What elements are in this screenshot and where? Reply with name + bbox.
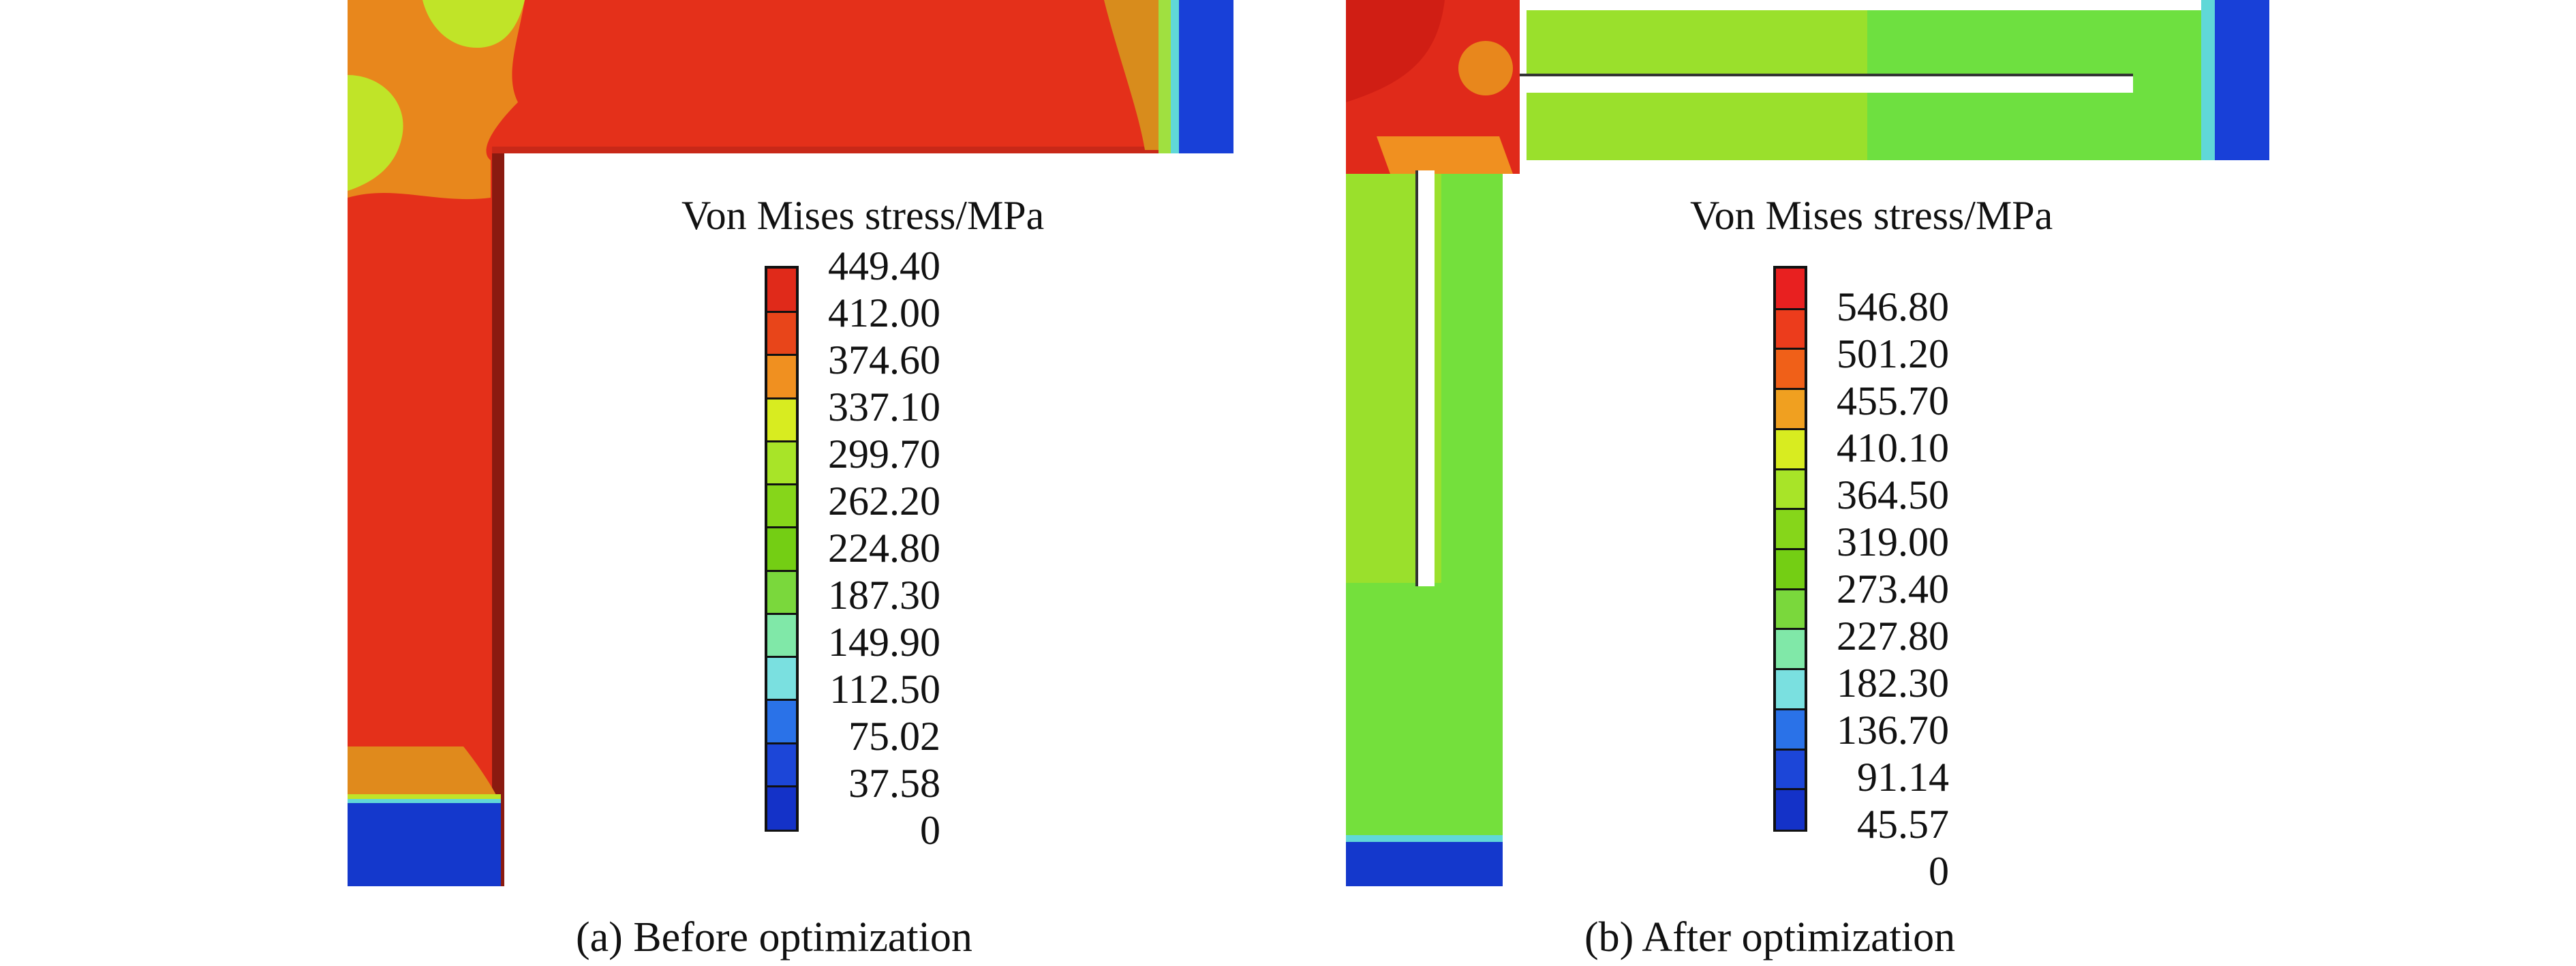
colorbar-tick [1776, 307, 1805, 310]
colorbar-segment [1776, 588, 1805, 630]
colorbar-tick [1776, 468, 1805, 470]
colorbar [1773, 266, 1807, 832]
colorbar-label: 501.20 [1837, 331, 1949, 376]
colorbar-label: 0 [1929, 849, 1949, 894]
colorbar-label: 337.10 [828, 384, 940, 429]
colorbar-label: 299.70 [828, 432, 940, 477]
colorbar-segment [1776, 308, 1805, 350]
colorbar-segment [767, 656, 796, 701]
colorbar-tick [1776, 508, 1805, 511]
colorbar-segment [767, 354, 796, 399]
colorbar-tick [767, 742, 796, 744]
colorbar-tick [767, 440, 796, 442]
colorbar-segment [767, 269, 796, 313]
colorbar-label: 273.40 [1837, 567, 1949, 612]
colorbar-tick [767, 526, 796, 529]
colorbar-segment [767, 699, 796, 744]
colorbar-segment [767, 742, 796, 787]
colorbar-tick [767, 569, 796, 572]
colorbar-segment [1776, 269, 1805, 310]
colorbar [765, 266, 799, 832]
colorbar-tick [1776, 427, 1805, 430]
colorbar-tick [1776, 388, 1805, 391]
colorbar-segment [1776, 509, 1805, 549]
colorbar-label: 149.90 [828, 620, 940, 665]
colorbar-label: 449.40 [828, 243, 940, 288]
stress-contour-after [1346, 0, 2269, 886]
colorbar-label: 455.70 [1837, 378, 1949, 423]
colorbar-tick [1776, 548, 1805, 550]
colorbar-label: 410.10 [1837, 425, 1949, 470]
colorbar-segment [1776, 389, 1805, 429]
colorbar-label: 75.02 [848, 714, 940, 759]
colorbar-tick [1776, 708, 1805, 710]
colorbar-segment [1776, 549, 1805, 590]
colorbar-segment [767, 527, 796, 571]
colorbar-segment [1776, 669, 1805, 710]
colorbar-label: 227.80 [1837, 614, 1949, 659]
colorbar-label: 412.00 [828, 290, 940, 335]
colorbar-label: 224.80 [828, 526, 940, 571]
colorbar-segment [1776, 629, 1805, 670]
colorbar-segment [1776, 749, 1805, 790]
colorbar-segment [1776, 348, 1805, 390]
legend-title: Von Mises stress/MPa [1690, 193, 2053, 238]
colorbar-label: 262.20 [828, 479, 940, 524]
colorbar-tick [1776, 628, 1805, 631]
colorbar-segment [767, 397, 796, 442]
colorbar-label: 187.30 [828, 573, 940, 618]
colorbar-segment [767, 785, 796, 830]
colorbar-tick [767, 656, 796, 659]
colorbar-tick [1776, 748, 1805, 751]
colorbar-tick [767, 354, 796, 357]
colorbar-segment [1776, 468, 1805, 510]
colorbar-label: 546.80 [1837, 284, 1949, 329]
colorbar-tick [1776, 588, 1805, 590]
colorbar-label: 182.30 [1837, 661, 1949, 706]
colorbar-segment [767, 312, 796, 356]
colorbar-segment [1776, 428, 1805, 470]
caption: (a) Before optimization [576, 914, 972, 961]
colorbar-tick [1776, 788, 1805, 791]
colorbar-segment [767, 440, 796, 485]
colorbar-label: 319.00 [1837, 519, 1949, 564]
colorbar-tick [767, 785, 796, 787]
colorbar-label: 374.60 [828, 337, 940, 382]
colorbar-label: 364.50 [1837, 472, 1949, 517]
caption: (b) After optimization [1584, 914, 1956, 961]
colorbar-tick [1776, 668, 1805, 671]
colorbar-label: 91.14 [1857, 755, 1949, 800]
colorbar-segment [1776, 708, 1805, 750]
colorbar-segment [767, 570, 796, 614]
panel-after: Von Mises stress/MPa 546.80 501.20 455.70 4… [1288, 0, 2576, 966]
colorbar-tick [767, 311, 796, 314]
colorbar-tick [767, 483, 796, 486]
colorbar-tick [767, 612, 796, 615]
colorbar-label: 0 [920, 808, 940, 853]
colorbar-segment [767, 613, 796, 658]
colorbar-tick [1776, 348, 1805, 350]
colorbar-label: 37.58 [848, 761, 940, 806]
colorbar-segment [1776, 789, 1805, 830]
colorbar-label: 136.70 [1837, 708, 1949, 753]
panel-before: Von Mises stress/MPa 449.40 412.00 374.60 3… [348, 0, 1233, 961]
stress-contour-before [348, 0, 1233, 886]
colorbar-tick [767, 397, 796, 399]
colorbar-label: 45.57 [1857, 802, 1949, 847]
colorbar-label: 112.50 [829, 667, 940, 712]
colorbar-tick [767, 699, 796, 701]
colorbar-segment [767, 484, 796, 528]
legend-title: Von Mises stress/MPa [681, 193, 1045, 238]
